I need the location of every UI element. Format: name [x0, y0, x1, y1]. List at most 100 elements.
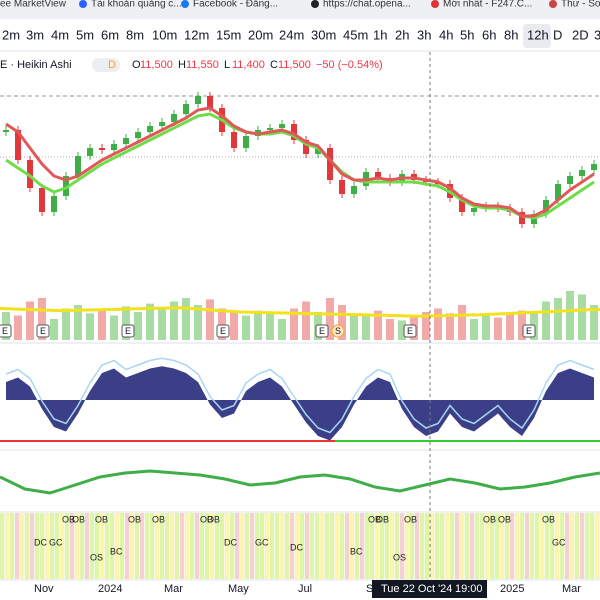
- volume-bar: [206, 299, 214, 340]
- zone-bar: [30, 513, 34, 579]
- zone-bar: [450, 513, 454, 579]
- zone-bar: [35, 513, 39, 579]
- zone-bar: [520, 513, 524, 579]
- zone-bar: [175, 513, 179, 579]
- volume-bar: [302, 301, 310, 340]
- event-marker: [403, 324, 417, 338]
- zone-bar: [55, 513, 59, 579]
- event-marker: [522, 324, 536, 338]
- candle: [183, 104, 189, 114]
- volume-bar: [506, 312, 514, 340]
- active-timeframe: [523, 24, 551, 48]
- zone-bar: [185, 513, 189, 579]
- candle: [579, 170, 585, 176]
- badge-text: D: [108, 59, 116, 71]
- volume-bar: [338, 305, 346, 340]
- timeframe-button[interactable]: 30m: [311, 27, 336, 42]
- zone-bar: [540, 513, 544, 579]
- zone-bar: [550, 513, 554, 579]
- timeframe-button[interactable]: 8m: [126, 27, 144, 42]
- timeframe-button[interactable]: 2D: [572, 27, 589, 42]
- zone-label: OB: [483, 514, 496, 524]
- timeframe-button[interactable]: 2h: [395, 27, 409, 42]
- bookmark-icon: [549, 0, 557, 8]
- legend-low: 11,400: [232, 59, 265, 71]
- x-axis-label: May: [228, 583, 249, 595]
- zone-bar: [290, 513, 294, 579]
- timeframe-button[interactable]: 5h: [460, 27, 474, 42]
- x-axis-label: Mar: [562, 583, 581, 595]
- timeframe-button[interactable]: 24m: [279, 27, 304, 42]
- event-marker: [36, 324, 50, 338]
- timeframe-button[interactable]: 8h: [504, 27, 518, 42]
- event-label: E: [220, 326, 226, 336]
- badge: [92, 58, 120, 72]
- volume-bar: [266, 313, 274, 340]
- volume-bar: [494, 317, 502, 340]
- timeframe-button[interactable]: 6m: [101, 27, 119, 42]
- timeframe-button[interactable]: 3h: [417, 27, 431, 42]
- crosshair-time: 19:00: [455, 583, 483, 595]
- event-label: E: [40, 326, 46, 336]
- zone-bar: [560, 513, 564, 579]
- timeframe-button[interactable]: 3m: [26, 27, 44, 42]
- timeframe-button[interactable]: 4h: [439, 27, 453, 42]
- zone-bar: [165, 513, 169, 579]
- candle: [87, 148, 93, 156]
- zone-bar: [445, 513, 449, 579]
- zone-bar: [580, 513, 584, 579]
- zone-label: OB: [542, 514, 555, 524]
- zone-bar: [315, 513, 319, 579]
- x-axis-label: 2025: [500, 583, 524, 595]
- zone-bar: [555, 513, 559, 579]
- timeframe-button[interactable]: 4m: [51, 27, 69, 42]
- bookmark[interactable]: https://chat.opena...: [323, 0, 411, 10]
- volume-bar: [518, 310, 526, 340]
- zone-bar: [195, 513, 199, 579]
- event-label: E: [2, 326, 8, 336]
- legend-low-label: L: [224, 59, 230, 71]
- bookmark[interactable]: Mới nhất - F247.C...: [443, 0, 532, 10]
- zone-bar: [370, 513, 374, 579]
- timeframe-button[interactable]: 5m: [76, 27, 94, 42]
- zone-bar: [375, 513, 379, 579]
- volume-bar: [86, 313, 94, 340]
- timeframe-button[interactable]: 10m: [152, 27, 177, 42]
- zone-label: BC: [350, 546, 363, 556]
- zone-bar: [415, 513, 419, 579]
- timeframe-button[interactable]: 12m: [184, 27, 209, 42]
- timeframe-button[interactable]: 45m: [343, 27, 368, 42]
- timeframe-button[interactable]: 3: [594, 27, 600, 42]
- candle: [555, 184, 561, 200]
- bookmark-bar: [0, 0, 600, 19]
- timeframe-button[interactable]: 12h: [527, 27, 549, 42]
- timeframe-button[interactable]: 20m: [248, 27, 273, 42]
- bookmark[interactable]: ee MarketView: [0, 0, 67, 10]
- volume-bar: [38, 298, 46, 340]
- volume-bar: [242, 315, 250, 340]
- zone-bar: [525, 513, 529, 579]
- timeframe-button[interactable]: D: [553, 27, 562, 42]
- timeframe-button[interactable]: 15m: [216, 27, 241, 42]
- zone-bar: [45, 513, 49, 579]
- zone-bar: [435, 513, 439, 579]
- bookmark[interactable]: Thư - Sơ: [561, 0, 600, 10]
- zone-bar: [535, 513, 539, 579]
- bookmark[interactable]: Facebook - Đăng...: [193, 0, 278, 10]
- zone-bar: [395, 513, 399, 579]
- timeframe-button[interactable]: 1h: [373, 27, 387, 42]
- bookmark[interactable]: Tài khoản quảng c...: [91, 0, 182, 10]
- candle: [339, 180, 345, 194]
- volume-bar: [350, 315, 358, 340]
- zone-bar: [95, 513, 99, 579]
- zone-bar: [205, 513, 209, 579]
- zone-bar: [130, 513, 134, 579]
- timeframe-button[interactable]: 2m: [2, 27, 20, 42]
- timeframe-button[interactable]: 6h: [482, 27, 496, 42]
- zone-bar: [495, 513, 499, 579]
- zone-label: DC: [34, 537, 47, 547]
- volume-bar: [230, 312, 238, 340]
- zone-bar: [110, 513, 114, 579]
- candle: [27, 160, 33, 188]
